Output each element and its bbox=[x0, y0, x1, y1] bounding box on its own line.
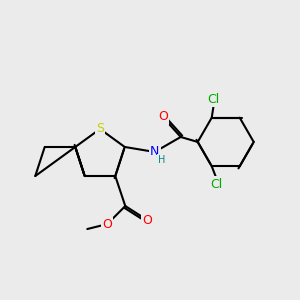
Text: O: O bbox=[102, 218, 112, 230]
Text: N: N bbox=[150, 146, 159, 158]
Text: Cl: Cl bbox=[211, 178, 223, 191]
Text: O: O bbox=[158, 110, 168, 124]
Text: H: H bbox=[158, 155, 165, 165]
Text: O: O bbox=[142, 214, 152, 226]
Text: Cl: Cl bbox=[208, 93, 220, 106]
Text: S: S bbox=[96, 122, 104, 136]
